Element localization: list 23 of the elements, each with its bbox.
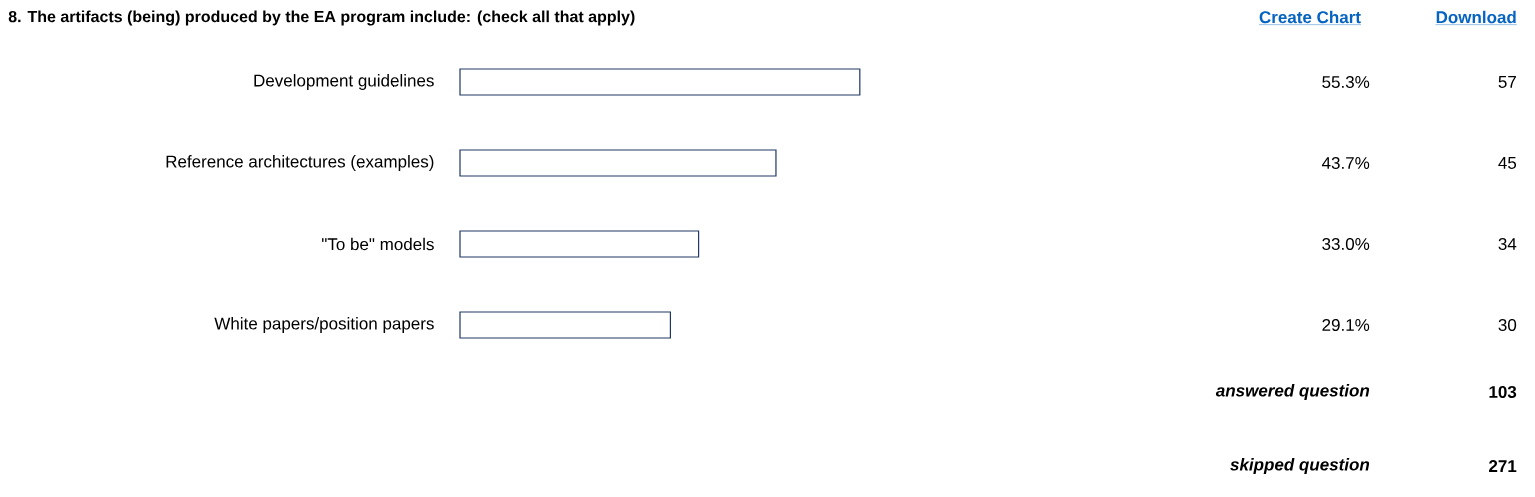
text: 57 <box>1498 76 1516 88</box>
y-tick-label: "To be" models <box>322 237 434 251</box>
data-label: 43.7% <box>1321 156 1370 170</box>
bar <box>459 68 861 96</box>
text: 8. The artifacts (being) produced by the EA program include: (check all that apply) <box>8 10 635 26</box>
text: Create Chart <box>1259 10 1361 24</box>
text: Download <box>1436 10 1516 24</box>
bar <box>459 149 777 177</box>
bar <box>459 230 700 258</box>
text: 45 <box>1498 157 1517 169</box>
text: 103 <box>1489 385 1517 399</box>
data-label: 33.0% <box>1322 237 1370 251</box>
y-tick-label: Development guidelines <box>254 74 434 90</box>
y-tick-label: Reference architectures (examples) <box>166 155 434 171</box>
text: 271 <box>1489 460 1517 472</box>
data-label: 55.3% <box>1322 75 1370 89</box>
text: answered question <box>1215 384 1370 400</box>
text: 30 <box>1498 318 1517 332</box>
bar <box>459 311 671 339</box>
data-label: 29.1% <box>1322 318 1370 332</box>
text: skipped question <box>1230 458 1370 474</box>
y-tick-label: White papers/position papers <box>214 317 434 333</box>
text: 34 <box>1498 237 1517 251</box>
